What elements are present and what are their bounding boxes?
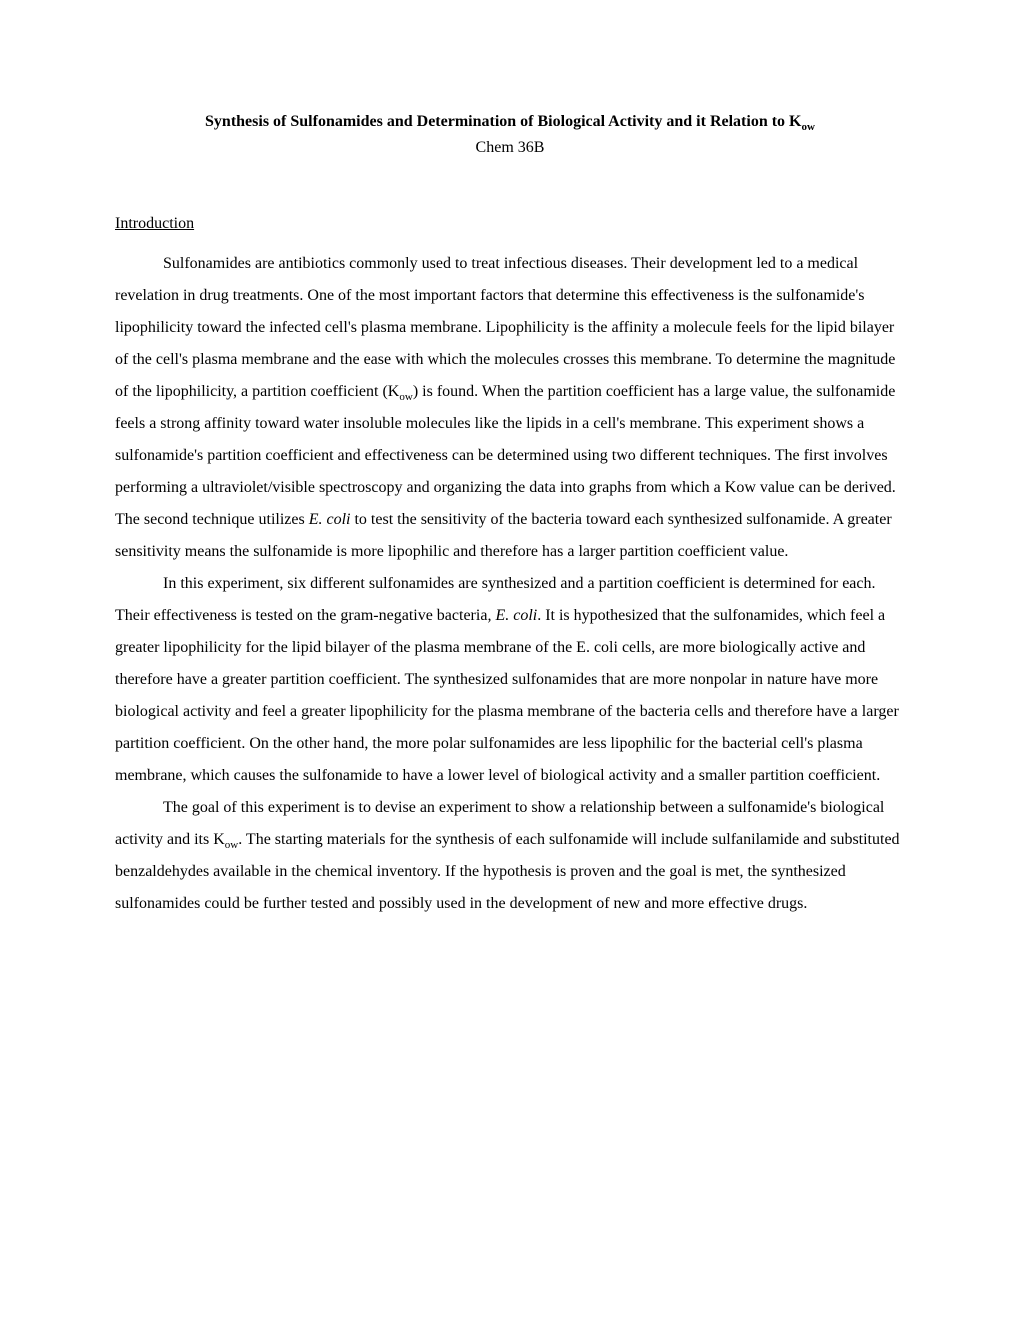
document-title: Synthesis of Sulfonamides and Determinat… — [115, 110, 905, 136]
para2-text-c: . It is hypothesized that the sulfonamid… — [115, 607, 899, 784]
para2-italic-ecoli: , E. coli — [487, 607, 537, 624]
paragraph-2: In this experiment, six different sulfon… — [115, 568, 905, 792]
para1-subscript-kow: ow — [399, 391, 412, 403]
paragraph-1: Sulfonamides are antibiotics commonly us… — [115, 248, 905, 568]
para1-text-a: Sulfonamides are antibiotics commonly us… — [115, 255, 895, 400]
document-subtitle: Chem 36B — [115, 136, 905, 160]
title-main-text: Synthesis of Sulfonamides and Determinat… — [205, 113, 801, 130]
para3-subscript-kow: ow — [225, 839, 238, 851]
paragraph-3: The goal of this experiment is to devise… — [115, 792, 905, 920]
para1-italic-ecoli: E. coli — [309, 511, 351, 528]
section-heading-introduction: Introduction — [115, 208, 905, 240]
para1-text-c: ) is found. When the partition coefficie… — [115, 383, 896, 528]
title-subscript: ow — [802, 121, 815, 133]
